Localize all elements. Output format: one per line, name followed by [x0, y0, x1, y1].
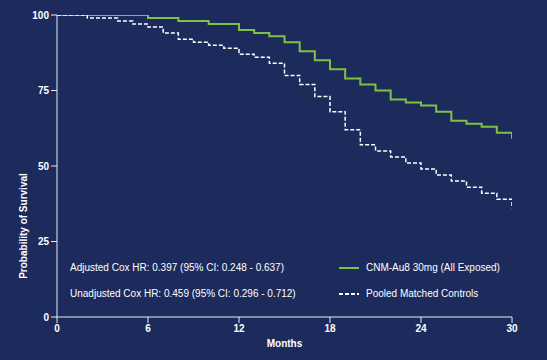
svg-text:12: 12 [233, 323, 245, 334]
svg-text:18: 18 [324, 323, 336, 334]
html-text:Pooled Matched Controls: Pooled Matched Controls [366, 288, 479, 299]
svg-text:50: 50 [38, 161, 50, 172]
svg-text:25: 25 [38, 236, 50, 247]
svg-text:30: 30 [506, 323, 518, 334]
html-text:Adjusted Cox HR: 0.397 (95% CI: Adjusted Cox HR: 0.397 (95% CI: 0.248 - … [70, 262, 284, 273]
svg-text:6: 6 [145, 323, 151, 334]
svg-text:Months: Months [267, 338, 303, 349]
svg-text:0: 0 [54, 323, 60, 334]
svg-text:75: 75 [38, 85, 50, 96]
svg-text:100: 100 [32, 10, 49, 21]
svg-text:24: 24 [415, 323, 427, 334]
svg-text:Probability of Survival: Probability of Survival [18, 173, 29, 279]
html-text:CNM-Au8 30mg (All Exposed): CNM-Au8 30mg (All Exposed) [366, 262, 500, 273]
svg-text:0: 0 [43, 312, 49, 323]
html-text:Unadjusted Cox HR: 0.459 (95%: Unadjusted Cox HR: 0.459 (95% CI: 0.296 … [70, 288, 296, 299]
